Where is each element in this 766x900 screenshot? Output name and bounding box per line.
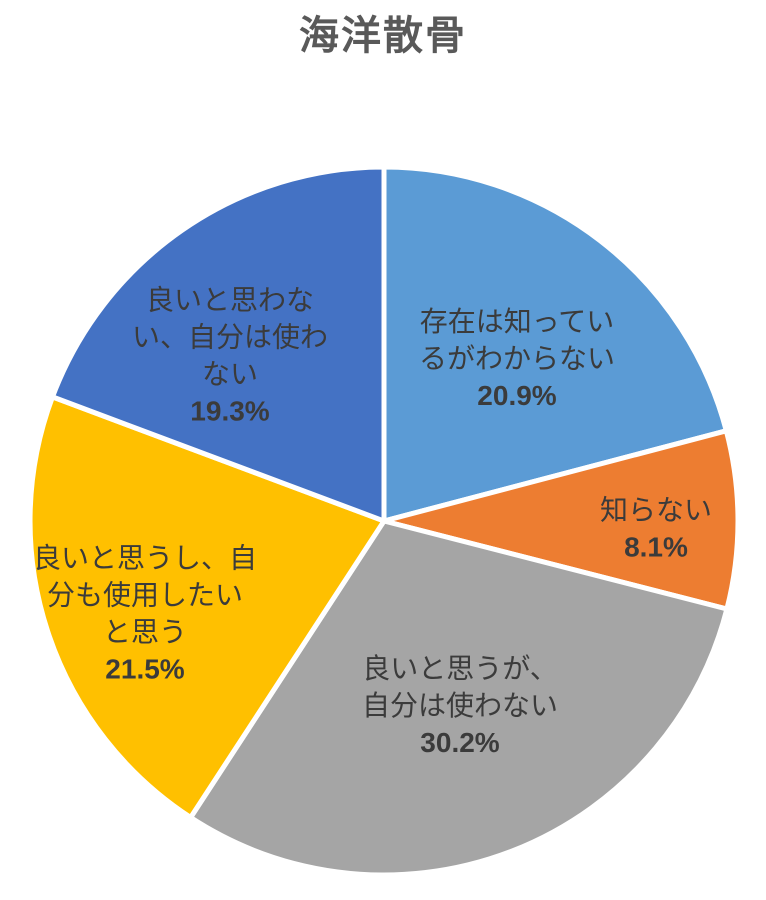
pie-slice-label-4: 良いと思うし、自分も使用したいと思う 21.5% (33, 543, 257, 685)
pie-slice-label-1: 存在は知っているがわからない 20.9% (419, 306, 615, 411)
pie-slice-label-2: 知らない 8.1% (600, 495, 712, 563)
pie-slice-label-5: 良いと思わない、自分は使わない 19.3% (132, 285, 328, 427)
pie-slice-3 (188, 518, 730, 878)
pie-slice-2 (381, 428, 741, 612)
pie-slice-5 (50, 164, 387, 524)
pie-slice-1 (381, 164, 729, 524)
chart-title: 海洋散骨 (299, 14, 467, 58)
pie-slice-label-3: 良いと思うが、自分は使わない 30.2% (362, 653, 558, 758)
pie-slice-4 (27, 394, 387, 820)
